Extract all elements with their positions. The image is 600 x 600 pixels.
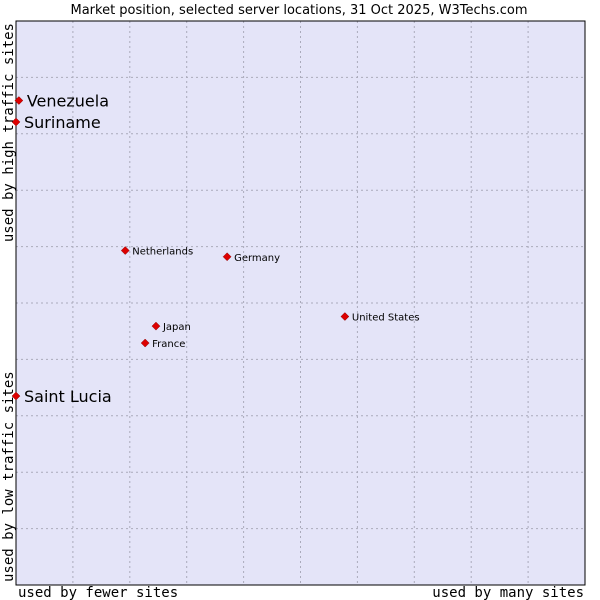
plot-frame xyxy=(15,20,586,586)
point-marker-united-states xyxy=(340,312,350,321)
data-points: Venezuela Suriname Netherlands Germany Unite… xyxy=(11,92,420,406)
y-axis-label-bottom: used by low traffic sites xyxy=(1,371,17,582)
point-marker-netherlands xyxy=(120,246,130,255)
point-label-germany: Germany xyxy=(234,253,280,264)
point-label-venezuela: Venezuela xyxy=(27,92,109,111)
point-marker-suriname xyxy=(11,117,21,127)
point-label-suriname: Suriname xyxy=(24,113,101,132)
grid-lines xyxy=(16,21,585,585)
point-marker-japan xyxy=(151,321,161,331)
point-label-netherlands: Netherlands xyxy=(132,247,193,258)
y-axis-label-top: used by high traffic sites xyxy=(1,23,17,242)
chart-title: Market position, selected server locatio… xyxy=(70,3,527,18)
point-label-united-states: United States xyxy=(352,313,420,324)
point-marker-venezuela xyxy=(14,96,24,105)
point-label-saint-lucia: Saint Lucia xyxy=(24,387,112,406)
point-marker-france xyxy=(140,338,150,348)
x-axis-label-left: used by fewer sites xyxy=(18,585,178,600)
point-marker-germany xyxy=(222,252,232,262)
point-label-japan: Japan xyxy=(162,322,191,333)
point-label-france: France xyxy=(152,339,185,350)
x-axis-label-right: used by many sites xyxy=(432,585,584,600)
point-marker-saint-lucia xyxy=(11,391,21,401)
